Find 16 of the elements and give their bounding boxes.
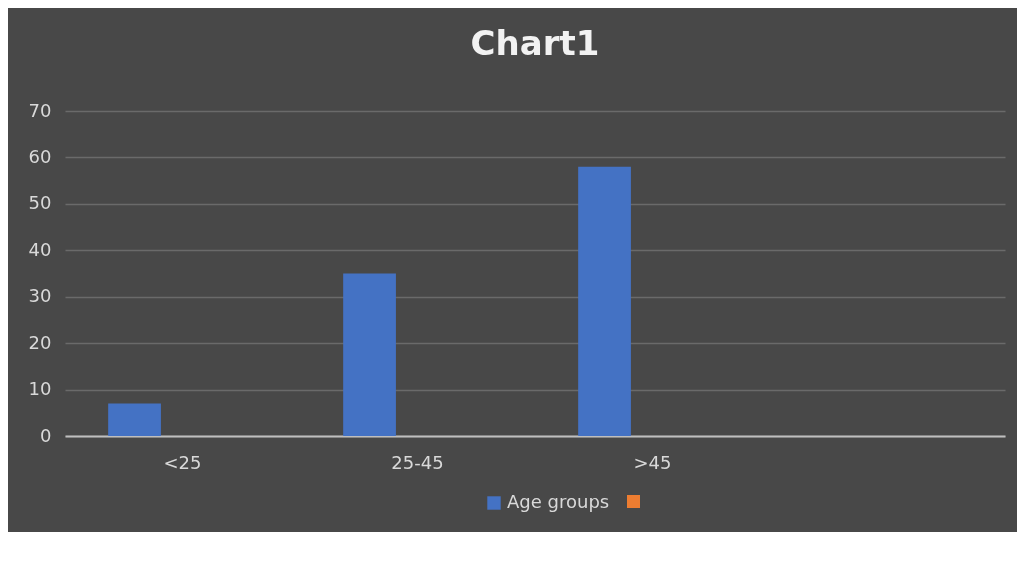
bar (578, 166, 631, 436)
y-tick-label: 70 (28, 99, 52, 121)
y-tick-label: 0 (40, 424, 52, 446)
y-tick-label: 30 (28, 285, 52, 307)
y-tick-label: 10 (28, 378, 52, 400)
bar (108, 403, 161, 436)
y-tick-label: 40 (28, 238, 52, 260)
y-tick-label: 20 (28, 331, 52, 353)
bar (343, 273, 396, 436)
y-tick-label: 60 (28, 145, 52, 167)
chart-title: Chart1 (470, 23, 600, 63)
x-tick-label: >45 (633, 451, 672, 473)
x-tick-label: <25 (163, 451, 202, 473)
legend-label: Age groups (507, 491, 610, 512)
y-tick-label: 50 (28, 192, 52, 214)
x-tick-label: 25-45 (391, 451, 444, 473)
